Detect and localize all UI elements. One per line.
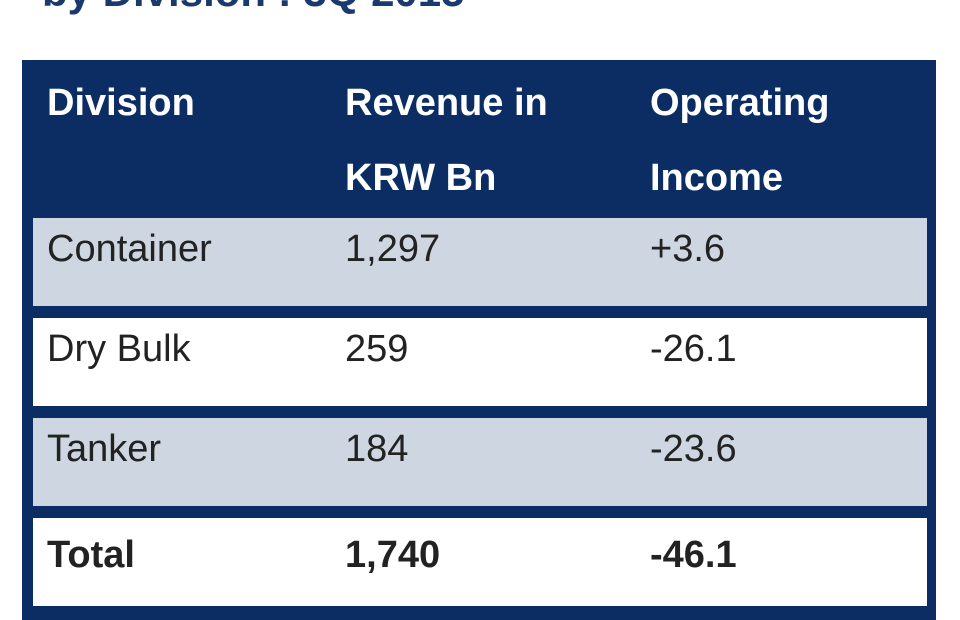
cell: Tanker bbox=[47, 428, 162, 470]
cell: Total bbox=[47, 534, 135, 576]
table-row: Tanker 184 -23.6 bbox=[33, 418, 927, 506]
cell: -46.1 bbox=[650, 534, 737, 576]
page: by Division : 3Q 2015 Division Revenue i… bbox=[22, 0, 936, 620]
header-cell: Revenue in KRW Bn bbox=[345, 82, 548, 199]
header-cell: Division bbox=[47, 82, 195, 124]
header-cell: Operating Income bbox=[650, 82, 830, 199]
table-row: Total 1,740 -46.1 bbox=[33, 518, 927, 606]
cell: +3.6 bbox=[650, 228, 726, 270]
cell: 259 bbox=[345, 328, 409, 370]
cell: -23.6 bbox=[650, 428, 737, 470]
table-row: Container 1,297 +3.6 bbox=[33, 218, 927, 306]
title: by Division : 3Q 2015 bbox=[42, 0, 465, 16]
table-row: Dry Bulk 259 -26.1 bbox=[33, 318, 927, 406]
cell: 1,297 bbox=[345, 228, 441, 270]
cell: -26.1 bbox=[650, 328, 737, 370]
cell: 1,740 bbox=[345, 534, 441, 576]
cell: Dry Bulk bbox=[47, 328, 191, 370]
table: Division Revenue in KRW Bn Operating Inc… bbox=[22, 60, 936, 620]
cell: 184 bbox=[345, 428, 409, 470]
table-header: Division Revenue in KRW Bn Operating Inc… bbox=[22, 60, 936, 216]
cell: Container bbox=[47, 228, 212, 270]
